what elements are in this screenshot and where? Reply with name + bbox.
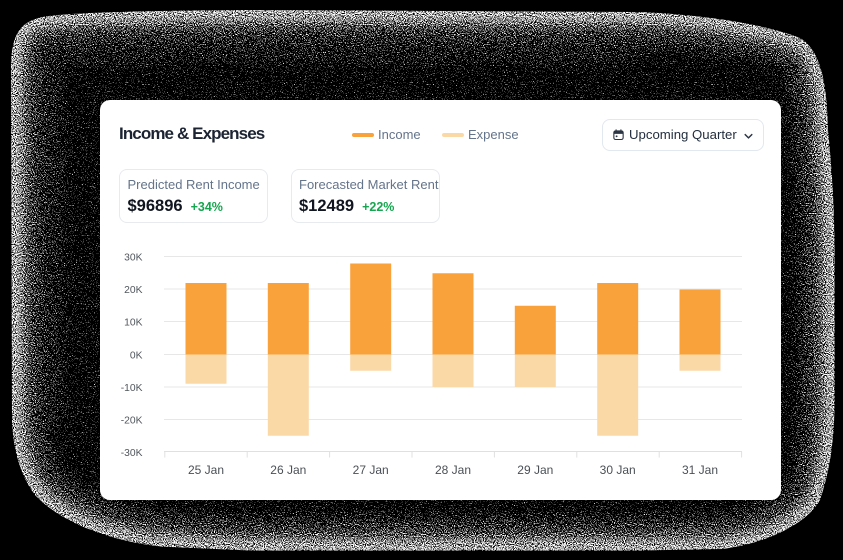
svg-text:-10K: -10K [121, 383, 143, 394]
svg-text:-20K: -20K [121, 416, 143, 427]
svg-text:30K: 30K [124, 253, 142, 264]
svg-text:25 Jan: 25 Jan [188, 463, 224, 477]
svg-text:30 Jan: 30 Jan [600, 463, 636, 477]
svg-text:26 Jan: 26 Jan [270, 463, 306, 477]
svg-text:28 Jan: 28 Jan [435, 463, 471, 477]
svg-text:-30K: -30K [121, 448, 143, 459]
svg-text:31 Jan: 31 Jan [682, 463, 718, 477]
svg-text:10K: 10K [124, 318, 142, 329]
svg-text:20K: 20K [124, 285, 142, 296]
svg-text:27 Jan: 27 Jan [353, 463, 389, 477]
svg-text:0K: 0K [130, 351, 143, 362]
svg-text:29 Jan: 29 Jan [517, 463, 553, 477]
